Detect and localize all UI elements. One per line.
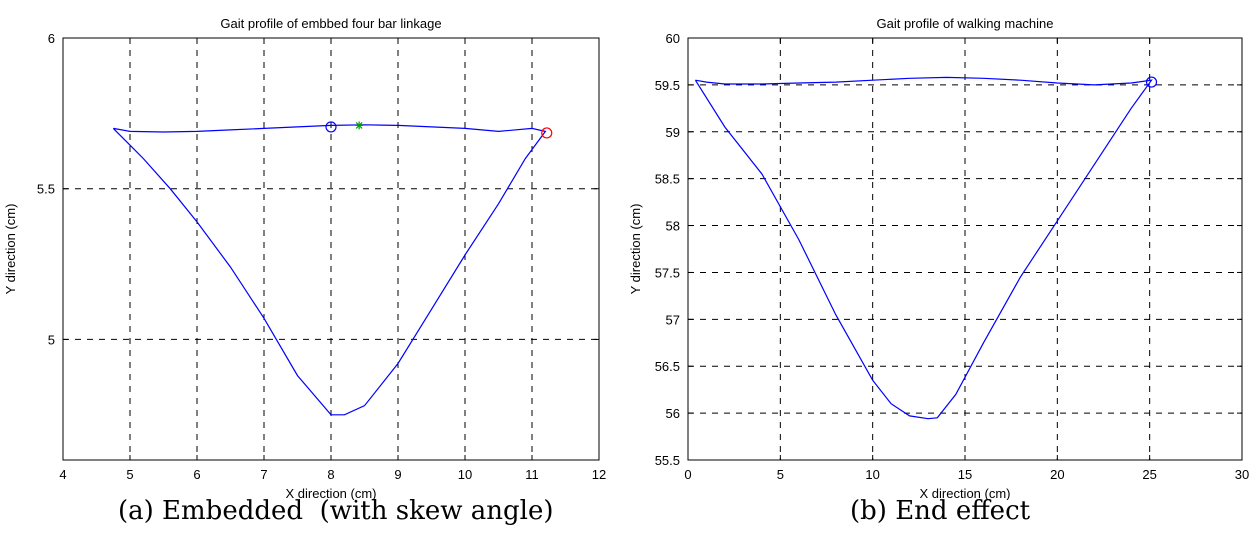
y-tick-label: 59: [666, 125, 680, 140]
y-axis-label: Y direction (cm): [629, 204, 643, 295]
y-tick-label: 6: [48, 31, 55, 46]
x-tick-label: 20: [1050, 467, 1064, 482]
star-marker: [355, 121, 364, 130]
chart-title: Gait profile of walking machine: [876, 16, 1053, 31]
y-tick-label: 57.5: [655, 265, 680, 280]
y-tick-label: 59.5: [655, 78, 680, 93]
y-tick-label: 55.5: [655, 453, 680, 468]
y-axis-label: Y direction (cm): [3, 204, 18, 295]
x-tick-label: 10: [458, 467, 472, 482]
y-tick-label: 58.5: [655, 172, 680, 187]
x-tick-label: 5: [777, 467, 784, 482]
gait-curve: [112, 124, 547, 416]
x-tick-label: 0: [684, 467, 691, 482]
x-tick-label: 12: [592, 467, 606, 482]
chart-title: Gait profile of embbed four bar linkage: [220, 16, 441, 31]
y-tick-label: 5.5: [37, 182, 55, 197]
x-tick-label: 15: [958, 467, 972, 482]
gait-chart-walking-machine: 0 5 10 15 20 25 30 55.5 56 56.5 57 57.5 58 58.5 59 59.5…: [629, 16, 1249, 500]
caption-embedded: (a) Embedded (with skew angle): [118, 496, 554, 526]
x-tick-label: 9: [394, 467, 401, 482]
y-tick-label: 58: [666, 219, 680, 234]
x-axis-label: X direction (cm): [919, 486, 1010, 500]
x-tick-label: 5: [126, 467, 133, 482]
x-tick-label: 4: [59, 467, 66, 482]
circle-marker: [1145, 76, 1158, 88]
x-axis-label: X direction (cm): [285, 486, 376, 500]
y-tick-label: 57: [666, 312, 680, 327]
x-tick-label: 6: [193, 467, 200, 482]
x-tick-label: 25: [1142, 467, 1156, 482]
gait-chart-embedded: 4 5 6 7 8 9 10 11 12 5 5.5 6 Gait profile of embbed …: [3, 16, 606, 500]
y-tick-label: 56: [666, 406, 680, 421]
x-tick-label: 7: [260, 467, 267, 482]
circle-marker: [541, 127, 553, 139]
circle-marker: [325, 121, 337, 133]
x-tick-label: 11: [525, 467, 539, 482]
gait-curve: [694, 76, 1153, 420]
x-tick-label: 30: [1235, 467, 1249, 482]
chart-panel-a: 4 5 6 7 8 9 10 11 12 5 5.5 6 Gait profile of embbed …: [3, 16, 606, 526]
star-marker-stroke: [355, 121, 363, 129]
y-tick-label: 5: [48, 332, 55, 347]
y-tick-label: 56.5: [655, 359, 680, 374]
x-tick-label: 8: [327, 467, 334, 482]
y-tick-label: 60: [666, 31, 680, 46]
x-tick-label: 10: [865, 467, 879, 482]
caption-end-effect: (b) End effect: [850, 496, 1031, 526]
chart-panel-b: 0 5 10 15 20 25 30 55.5 56 56.5 57 57.5 58 58.5 59 59.5…: [629, 0, 1258, 551]
